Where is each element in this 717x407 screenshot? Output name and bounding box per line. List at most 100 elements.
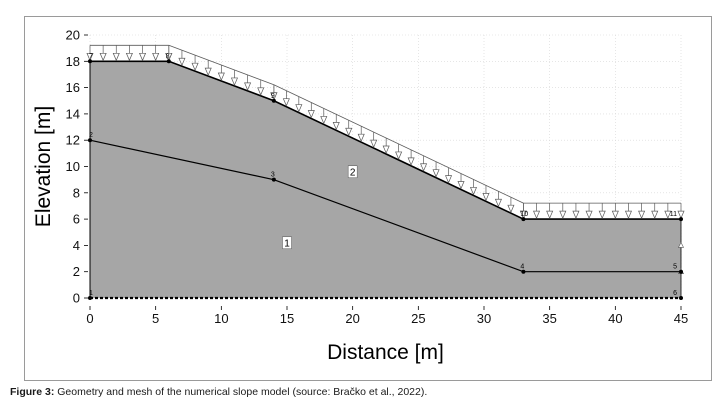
point-label: 1 — [89, 290, 93, 297]
x-tick-label: 30 — [477, 311, 491, 326]
boundary-marker — [678, 241, 684, 248]
load-arrowhead — [598, 210, 606, 219]
load-arrowhead — [244, 82, 252, 91]
load-arrowhead — [125, 52, 133, 62]
geometry-point — [679, 296, 683, 300]
x-tick-label: 0 — [86, 311, 93, 326]
load-arrowhead — [320, 116, 328, 125]
y-tick-label: 6 — [73, 212, 80, 227]
x-tick-label: 45 — [674, 311, 688, 326]
figure-caption: Figure 3: Geometry and mesh of the numer… — [10, 386, 427, 398]
geometry-point — [88, 138, 92, 143]
region-labels: 12 — [282, 165, 358, 250]
load-arrowhead — [677, 210, 685, 219]
x-tick-label: 25 — [411, 311, 425, 326]
load-arrowhead — [204, 67, 212, 76]
load-arrowhead — [165, 52, 173, 62]
x-tick-label: 40 — [608, 311, 622, 326]
y-tick-label: 20 — [66, 28, 80, 43]
y-tick-label: 12 — [66, 133, 80, 148]
point-label: 4 — [520, 264, 524, 271]
layer-boundary-line — [89, 139, 681, 273]
point-label: 3 — [271, 172, 275, 179]
geometry-point — [166, 59, 171, 64]
load-arrowhead — [611, 210, 619, 219]
point-label: 6 — [673, 290, 677, 297]
load-arrowhead — [395, 151, 403, 160]
load-arrowhead — [559, 210, 567, 219]
region-label: 2 — [350, 167, 356, 178]
load-arrowhead — [345, 127, 353, 137]
load-arrowhead — [270, 92, 278, 101]
point-label: 9 — [271, 93, 275, 100]
point-label: 2 — [89, 132, 93, 139]
point-label: 10 — [520, 211, 528, 218]
load-arrowhead — [482, 192, 490, 202]
load-arrowhead — [332, 121, 340, 131]
caption-text: Geometry and mesh of the numerical slope… — [54, 386, 428, 398]
load-arrowhead — [469, 187, 478, 196]
load-arrowhead — [432, 169, 440, 178]
y-tick-label: 2 — [73, 264, 80, 279]
load-arrowhead — [445, 175, 453, 184]
load-arrowhead — [217, 72, 225, 81]
load-arrowhead — [357, 133, 365, 143]
geometry-point — [88, 296, 92, 300]
x-tick-label: 20 — [345, 311, 359, 326]
geometry-point — [88, 59, 92, 64]
load-arrowhead — [382, 145, 390, 154]
y-tick-label: 4 — [73, 238, 80, 253]
load-arrowhead — [585, 210, 593, 219]
load-arrowhead — [572, 210, 580, 219]
region-label-box — [282, 236, 292, 250]
geometry-point — [679, 269, 683, 274]
load-arrowhead — [519, 210, 527, 219]
x-tick-label: 5 — [152, 311, 159, 326]
y-tick-label: 14 — [66, 106, 80, 121]
load-arrowhead — [282, 98, 290, 107]
soil-body — [90, 61, 681, 298]
y-tick-label: 18 — [66, 54, 80, 69]
x-axis-label: Distance [m] — [327, 341, 444, 364]
y-tick-label: 16 — [66, 80, 80, 95]
y-axis-label: Elevation [m] — [32, 106, 55, 227]
load-arrowhead — [457, 181, 465, 190]
geometry-point — [271, 177, 276, 182]
x-tick-label: 35 — [542, 311, 556, 326]
caption-label: Figure 3: — [10, 386, 55, 398]
geometry-point — [521, 269, 526, 274]
region-label-box — [347, 165, 358, 179]
load-arrowhead — [507, 204, 515, 214]
load-arrowhead — [651, 210, 659, 219]
load-arrowhead — [624, 210, 632, 219]
point-label: 8 — [166, 53, 170, 60]
point-label: 5 — [673, 264, 677, 271]
surface-load-arrows — [86, 44, 685, 275]
load-arrowhead — [86, 52, 94, 62]
load-arrowhead — [407, 157, 415, 166]
region-label: 1 — [284, 238, 290, 249]
load-arrowhead — [494, 198, 502, 208]
geometry-point — [679, 217, 683, 222]
load-arrowhead — [191, 62, 199, 72]
load-arrowhead — [152, 52, 160, 62]
load-arrowhead — [638, 210, 646, 219]
geometry-point — [521, 217, 526, 222]
load-arrowhead — [178, 57, 186, 67]
geometry-point — [271, 98, 276, 103]
x-tick-label: 15 — [280, 311, 294, 326]
load-arrowhead — [533, 210, 541, 219]
load-arrowhead — [112, 52, 120, 62]
y-tick-label: 8 — [73, 185, 80, 200]
load-arrowhead — [420, 163, 428, 172]
load-arrowhead — [99, 52, 107, 62]
point-label: 7 — [89, 53, 93, 60]
point-label: 11 — [670, 211, 677, 218]
load-arrowhead — [257, 87, 265, 96]
load-arrowhead — [295, 104, 303, 113]
load-arrowhead — [139, 52, 147, 62]
y-tick-label: 10 — [66, 159, 80, 174]
